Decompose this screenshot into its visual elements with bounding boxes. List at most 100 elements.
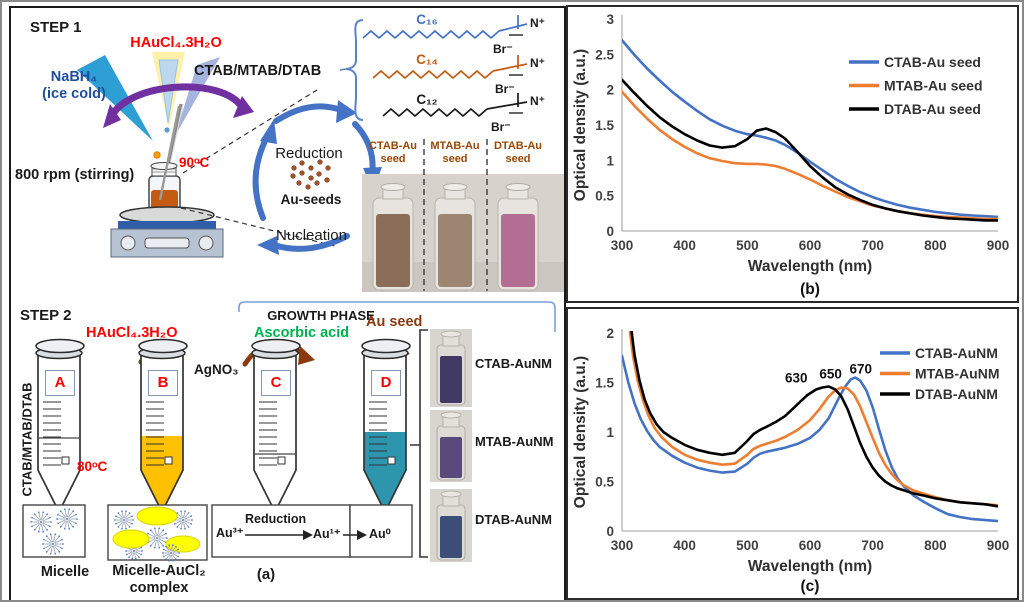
temperature-80-label: 80ᵒC — [77, 459, 108, 474]
svg-text:650: 650 — [819, 367, 842, 382]
svg-text:900: 900 — [987, 238, 1010, 253]
chart-c-box: 0 0.5 1 1.5 2 300 400 500 600 700 800 900 Wavelength… — [566, 307, 1019, 600]
step2-title: STEP 2 — [20, 307, 72, 324]
svg-text:DTAB-AuNM: DTAB-AuNM — [915, 386, 998, 402]
chain-c12-label: C₁₂ — [416, 92, 438, 107]
tube-a-letter: A — [45, 370, 75, 396]
step1-title: STEP 1 — [30, 19, 82, 36]
panel-a-caption: (a) — [256, 566, 276, 583]
orange-droplet-icon — [153, 151, 161, 159]
svg-text:800: 800 — [924, 238, 947, 253]
svg-text:1: 1 — [606, 153, 614, 168]
svg-text:600: 600 — [799, 538, 822, 553]
bromide-label: Br⁻ — [493, 42, 513, 56]
reaction-arrow-label: Reduction — [245, 512, 307, 526]
stir-rotation-arrow-icon — [107, 83, 245, 119]
surfactants-vertical-label: CTAB/MTAB/DTAB — [19, 382, 35, 497]
svg-text:900: 900 — [987, 538, 1010, 553]
svg-text:DTAB-Au seed: DTAB-Au seed — [884, 101, 981, 117]
svg-text:CTAB-Au seed: CTAB-Au seed — [884, 54, 981, 70]
product-box — [349, 504, 413, 558]
product-vial-label-mtab: MTAB-AuNM — [475, 434, 554, 449]
chart-c-spectra: 0 0.5 1 1.5 2 300 400 500 600 700 800 900 Wavelength… — [572, 326, 1010, 595]
svg-text:500: 500 — [736, 238, 759, 253]
reduction-box — [211, 504, 351, 558]
svg-text:CTAB-AuNM: CTAB-AuNM — [915, 345, 998, 361]
stirring-label: 800 rpm (stirring) — [15, 167, 135, 183]
svg-text:1: 1 — [606, 425, 614, 440]
growth-phase-label: GROWTH PHASE — [267, 308, 375, 323]
nitrogen-label: N⁺ — [530, 56, 545, 70]
svg-text:1.5: 1.5 — [595, 376, 614, 391]
svg-text:1.5: 1.5 — [595, 118, 614, 133]
au-seed-label: Au seed — [366, 314, 423, 330]
nucleation-label: Nucleation — [276, 227, 347, 244]
svg-text:3: 3 — [606, 12, 614, 27]
nitrogen-label: N⁺ — [530, 16, 545, 30]
product-vial-photos — [430, 329, 472, 562]
au-seeds-label: Au-seeds — [280, 192, 342, 207]
tube-d-letter: D — [371, 370, 401, 396]
chart-b-spectra: 0 0.5 1 1.5 2 2.5 3 300 400 500 600 700 800 900 Wavele… — [572, 12, 1010, 298]
svg-text:0: 0 — [606, 524, 614, 539]
stir-plate-display-icon — [144, 237, 190, 249]
reaction-product: Au⁰ — [369, 527, 391, 541]
temperature-90-label: 90ᵒC — [179, 155, 210, 170]
bromide-label: Br⁻ — [495, 82, 515, 96]
product-bracket-icon — [410, 329, 428, 558]
svg-text:Optical density (a.u.): Optical density (a.u.) — [572, 49, 589, 201]
chart-b-box: 0 0.5 1 1.5 2 2.5 3 300 400 500 600 700 800 900 Wavele… — [566, 5, 1019, 303]
nitrogen-label: N⁺ — [530, 94, 545, 108]
svg-text:MTAB-AuNM: MTAB-AuNM — [915, 366, 1000, 382]
haucl4-label-step1: HAuCl₄.3H₂O — [130, 35, 222, 51]
reduction-label: Reduction — [275, 145, 343, 162]
svg-text:Optical density (a.u.): Optical density (a.u.) — [572, 356, 589, 508]
haucl4-label-step2: HAuCl₄.3H₂O — [86, 325, 178, 341]
micelle-label: Micelle — [40, 564, 90, 580]
panel-a-scheme: STEP 1 HAuCl₄.3H₂O NaBH₄ (ice cold) CTAB… — [9, 6, 566, 600]
svg-text:(c): (c) — [801, 578, 820, 595]
tube-b-letter: B — [148, 370, 178, 396]
seed-vial-label-mtab: MTAB-Au seed — [430, 140, 480, 165]
chain-brace-icon — [345, 19, 364, 121]
svg-text:400: 400 — [673, 538, 696, 553]
svg-text:Wavelength (nm): Wavelength (nm) — [748, 558, 872, 575]
svg-text:(b): (b) — [800, 281, 820, 298]
chain-c14-label: C₁₄ — [416, 52, 438, 67]
reaction-intermediate: Au¹⁺ — [313, 527, 341, 541]
svg-text:400: 400 — [673, 238, 696, 253]
svg-text:500: 500 — [736, 538, 759, 553]
scheme-drawing — [22, 15, 564, 562]
seed-vial-label-ctab: CTAB-Au seed — [368, 140, 418, 165]
svg-text:MTAB-Au seed: MTAB-Au seed — [884, 78, 983, 94]
svg-text:0.5: 0.5 — [595, 189, 614, 204]
seed-vial-label-dtab: DTAB-Au seed — [493, 140, 543, 165]
svg-text:300: 300 — [611, 238, 634, 253]
agno3-label: AgNO₃ — [194, 362, 239, 377]
surfactants-label-step1: CTAB/MTAB/DTAB — [194, 63, 322, 79]
reaction-reactant: Au³⁺ — [216, 526, 244, 540]
growth-phase-bracket-icon — [238, 301, 556, 332]
svg-text:2: 2 — [606, 326, 614, 341]
ascorbic-acid-label: Ascorbic acid — [254, 325, 350, 341]
svg-text:Wavelength (nm): Wavelength (nm) — [748, 258, 872, 275]
micelle-drawings-icon — [30, 506, 201, 562]
pipette-tip-right-icon — [175, 57, 220, 136]
micelle-complex-label: Micelle-AuCl₂ complex — [112, 563, 206, 597]
stir-plate-top-icon — [119, 206, 215, 224]
tube-c-letter: C — [261, 370, 291, 396]
product-vial-label-ctab: CTAB-AuNM — [475, 356, 553, 371]
svg-text:630: 630 — [785, 371, 808, 386]
product-vial-label-dtab: DTAB-AuNM — [475, 512, 553, 527]
svg-text:670: 670 — [849, 362, 872, 377]
nabh4-label: NaBH₄ (ice cold) — [42, 69, 106, 103]
svg-text:800: 800 — [924, 538, 947, 553]
svg-text:0: 0 — [606, 224, 614, 239]
stir-plate-knob-icon — [198, 235, 214, 251]
svg-text:0.5: 0.5 — [595, 475, 614, 490]
chain-c16-label: C₁₆ — [416, 12, 438, 27]
svg-text:2.5: 2.5 — [595, 47, 614, 62]
au-seed-dots-icon — [290, 159, 331, 190]
blue-droplet-icon — [164, 127, 170, 133]
